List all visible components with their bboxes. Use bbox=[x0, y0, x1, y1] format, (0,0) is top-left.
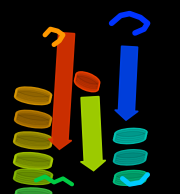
Ellipse shape bbox=[76, 72, 100, 86]
Ellipse shape bbox=[14, 138, 51, 149]
Ellipse shape bbox=[17, 116, 49, 125]
Ellipse shape bbox=[15, 93, 50, 105]
Ellipse shape bbox=[113, 156, 146, 165]
Ellipse shape bbox=[114, 130, 147, 140]
Ellipse shape bbox=[16, 136, 50, 145]
Ellipse shape bbox=[18, 189, 50, 194]
Ellipse shape bbox=[115, 135, 144, 142]
Ellipse shape bbox=[17, 91, 49, 100]
Ellipse shape bbox=[113, 176, 146, 185]
Ellipse shape bbox=[116, 132, 145, 139]
Ellipse shape bbox=[116, 133, 145, 140]
Ellipse shape bbox=[76, 76, 98, 87]
Ellipse shape bbox=[115, 171, 147, 179]
Ellipse shape bbox=[115, 128, 147, 138]
Ellipse shape bbox=[116, 151, 145, 158]
Ellipse shape bbox=[14, 175, 51, 184]
Ellipse shape bbox=[14, 157, 52, 168]
Ellipse shape bbox=[17, 115, 49, 124]
Ellipse shape bbox=[116, 153, 145, 160]
Ellipse shape bbox=[114, 132, 146, 142]
Ellipse shape bbox=[16, 87, 52, 98]
Ellipse shape bbox=[15, 92, 51, 103]
Ellipse shape bbox=[17, 193, 49, 194]
Ellipse shape bbox=[16, 188, 52, 194]
Ellipse shape bbox=[15, 133, 52, 144]
Ellipse shape bbox=[115, 177, 144, 184]
Ellipse shape bbox=[114, 174, 146, 183]
Ellipse shape bbox=[17, 191, 50, 194]
Ellipse shape bbox=[18, 88, 50, 97]
Ellipse shape bbox=[17, 133, 51, 142]
Ellipse shape bbox=[116, 130, 145, 137]
Ellipse shape bbox=[77, 75, 98, 86]
Ellipse shape bbox=[14, 171, 52, 181]
Ellipse shape bbox=[15, 169, 53, 179]
Ellipse shape bbox=[16, 118, 48, 127]
Ellipse shape bbox=[76, 73, 99, 87]
Ellipse shape bbox=[16, 94, 48, 103]
Ellipse shape bbox=[15, 117, 50, 128]
Ellipse shape bbox=[75, 76, 99, 90]
Ellipse shape bbox=[16, 174, 50, 181]
Ellipse shape bbox=[17, 135, 50, 143]
Ellipse shape bbox=[76, 79, 97, 90]
Ellipse shape bbox=[16, 110, 52, 122]
Ellipse shape bbox=[16, 157, 50, 165]
Ellipse shape bbox=[17, 113, 50, 122]
Ellipse shape bbox=[14, 135, 52, 146]
Ellipse shape bbox=[114, 154, 146, 163]
Ellipse shape bbox=[114, 152, 147, 161]
Ellipse shape bbox=[116, 155, 145, 162]
Ellipse shape bbox=[15, 139, 49, 148]
Ellipse shape bbox=[14, 159, 51, 169]
Ellipse shape bbox=[16, 89, 51, 100]
Ellipse shape bbox=[75, 75, 99, 89]
Ellipse shape bbox=[16, 112, 51, 123]
Ellipse shape bbox=[15, 152, 53, 163]
Ellipse shape bbox=[15, 113, 51, 125]
Ellipse shape bbox=[18, 112, 50, 120]
Ellipse shape bbox=[15, 190, 51, 194]
Ellipse shape bbox=[15, 160, 49, 168]
Ellipse shape bbox=[116, 171, 145, 178]
Ellipse shape bbox=[116, 175, 145, 182]
Ellipse shape bbox=[14, 173, 52, 183]
Ellipse shape bbox=[15, 192, 51, 194]
Ellipse shape bbox=[14, 156, 52, 166]
Ellipse shape bbox=[15, 176, 49, 183]
FancyArrow shape bbox=[48, 32, 75, 149]
FancyArrow shape bbox=[115, 46, 138, 120]
Ellipse shape bbox=[115, 157, 144, 164]
Ellipse shape bbox=[113, 134, 146, 144]
Ellipse shape bbox=[77, 73, 99, 84]
FancyArrow shape bbox=[80, 96, 106, 171]
Ellipse shape bbox=[17, 90, 50, 99]
Ellipse shape bbox=[14, 137, 51, 147]
Ellipse shape bbox=[16, 138, 50, 146]
Ellipse shape bbox=[76, 78, 98, 89]
Ellipse shape bbox=[16, 158, 50, 166]
Ellipse shape bbox=[16, 172, 50, 179]
Ellipse shape bbox=[15, 154, 52, 165]
Ellipse shape bbox=[115, 150, 147, 159]
Ellipse shape bbox=[15, 115, 51, 126]
Ellipse shape bbox=[15, 90, 51, 101]
Ellipse shape bbox=[116, 173, 145, 180]
Ellipse shape bbox=[15, 132, 53, 143]
Ellipse shape bbox=[17, 155, 50, 163]
Ellipse shape bbox=[17, 170, 51, 178]
Ellipse shape bbox=[114, 172, 147, 181]
Ellipse shape bbox=[17, 154, 51, 162]
Ellipse shape bbox=[17, 93, 49, 102]
Ellipse shape bbox=[75, 78, 98, 92]
